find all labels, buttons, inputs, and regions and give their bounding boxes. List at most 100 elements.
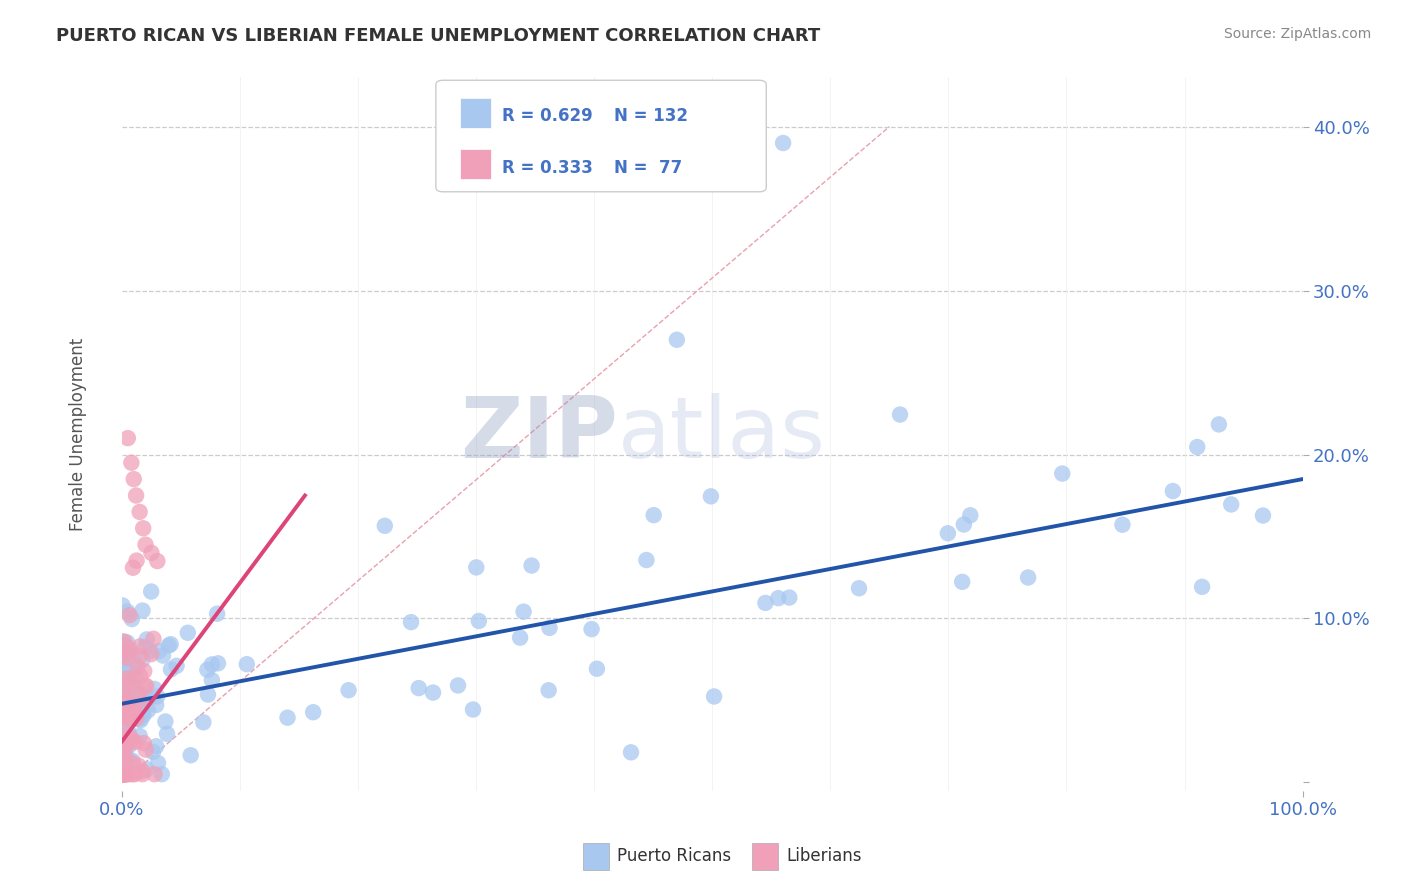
Point <box>141 584 163 599</box>
Point <box>117 751 139 765</box>
Point <box>112 750 135 764</box>
Point <box>112 767 135 781</box>
Point <box>408 681 430 695</box>
Point <box>142 745 165 759</box>
Text: R = 0.333: R = 0.333 <box>502 159 593 177</box>
Point <box>129 713 152 727</box>
Text: N =  77: N = 77 <box>614 159 683 177</box>
Point <box>132 521 155 535</box>
Point <box>114 756 136 771</box>
Point <box>114 745 136 759</box>
Text: R = 0.629: R = 0.629 <box>502 107 593 125</box>
Point <box>122 560 145 574</box>
Point <box>114 760 136 774</box>
Point <box>138 691 160 706</box>
Point <box>114 690 136 704</box>
Point <box>195 663 218 677</box>
Point <box>111 709 134 723</box>
Point <box>112 767 135 781</box>
Point <box>135 632 157 647</box>
Point <box>117 693 139 707</box>
Point <box>121 733 143 747</box>
Point <box>112 681 135 696</box>
Point <box>201 673 224 687</box>
Point <box>374 518 396 533</box>
Point <box>115 694 138 708</box>
Point <box>150 767 173 781</box>
Point <box>111 719 134 733</box>
Point <box>166 658 188 673</box>
Point <box>112 767 135 781</box>
Point <box>127 659 149 673</box>
Point <box>118 726 141 740</box>
Text: Liberians: Liberians <box>786 847 862 865</box>
Point <box>117 767 139 781</box>
Point <box>129 686 152 700</box>
Point <box>399 615 422 629</box>
Point <box>118 641 141 656</box>
Point <box>111 697 134 711</box>
Point <box>120 730 142 744</box>
Point <box>112 767 135 781</box>
Point <box>159 637 181 651</box>
Point <box>180 748 202 763</box>
Point <box>124 706 146 720</box>
Point <box>111 747 134 762</box>
Point <box>122 678 145 692</box>
Point <box>111 599 134 613</box>
Point <box>509 631 531 645</box>
Point <box>124 668 146 682</box>
Point <box>950 574 973 589</box>
Point <box>118 662 141 676</box>
Point <box>111 675 134 690</box>
Point <box>1052 467 1074 481</box>
Point <box>120 686 142 700</box>
Point <box>146 756 169 770</box>
Point <box>115 650 138 665</box>
Point <box>135 538 157 552</box>
Point <box>141 546 163 560</box>
Point <box>111 767 134 781</box>
Point <box>754 596 776 610</box>
Point <box>146 690 169 704</box>
Point <box>121 756 143 770</box>
Point <box>120 678 142 692</box>
Point <box>146 554 169 568</box>
Point <box>115 671 138 685</box>
Point <box>205 607 228 621</box>
Point <box>700 489 723 503</box>
Point <box>111 648 134 663</box>
Point <box>422 685 444 699</box>
Point <box>117 734 139 748</box>
Point <box>117 645 139 659</box>
Point <box>236 657 259 672</box>
Point <box>112 634 135 648</box>
Point <box>148 644 170 658</box>
Point <box>1251 508 1274 523</box>
Point <box>112 698 135 712</box>
Point <box>461 702 484 716</box>
Point <box>118 688 141 702</box>
Point <box>538 621 561 635</box>
Point <box>129 669 152 683</box>
Point <box>134 640 156 654</box>
Point <box>117 431 139 445</box>
Point <box>1161 484 1184 499</box>
Point <box>115 675 138 690</box>
Point <box>127 687 149 701</box>
Point <box>207 657 229 671</box>
Point <box>120 670 142 684</box>
Point <box>114 639 136 653</box>
Point <box>114 710 136 724</box>
Point <box>143 681 166 696</box>
Point <box>114 695 136 709</box>
Point <box>111 652 134 666</box>
Point <box>142 632 165 646</box>
Point <box>1208 417 1230 432</box>
Point <box>124 767 146 781</box>
Point <box>115 635 138 649</box>
Point <box>468 614 491 628</box>
Point <box>117 661 139 675</box>
Point <box>1191 580 1213 594</box>
Point <box>134 691 156 706</box>
